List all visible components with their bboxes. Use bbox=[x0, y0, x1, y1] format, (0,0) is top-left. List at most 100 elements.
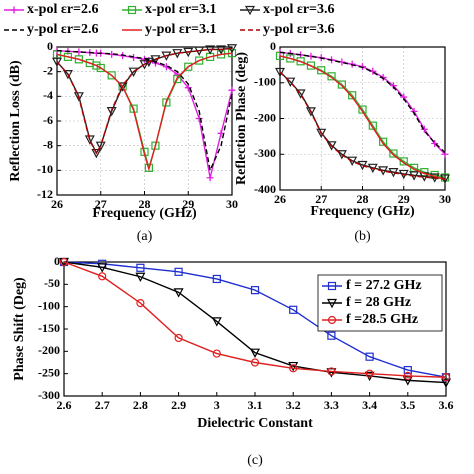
series-line bbox=[279, 51, 446, 153]
legend-label: f = 27.2 GHz bbox=[346, 278, 422, 293]
x-tick-label: 28 bbox=[357, 192, 369, 206]
y-tick-label: -300 bbox=[38, 388, 60, 402]
marker bbox=[403, 365, 412, 375]
x-tick-label: 27 bbox=[315, 192, 327, 206]
marker bbox=[211, 317, 222, 327]
y-tick-label: -300 bbox=[254, 146, 276, 160]
plot-frame bbox=[63, 261, 447, 397]
marker bbox=[96, 63, 105, 73]
marker bbox=[174, 267, 183, 276]
x-tick-label: 3.3 bbox=[324, 398, 339, 412]
marker bbox=[388, 168, 399, 178]
marker bbox=[295, 89, 306, 99]
series-line bbox=[56, 47, 233, 155]
marker bbox=[289, 364, 298, 373]
x-tick-label: 30 bbox=[439, 192, 451, 206]
marker bbox=[136, 298, 145, 308]
legend-marker bbox=[245, 5, 255, 16]
y-tick-label: -4 bbox=[43, 88, 53, 102]
legend-label: x-pol εr=3.6 bbox=[263, 2, 335, 17]
x-tick-label: 29 bbox=[398, 192, 410, 206]
y-tick-label: 0 bbox=[47, 39, 53, 53]
x-axis-label: Frequency (GHz) bbox=[92, 206, 197, 221]
series-line bbox=[63, 261, 447, 378]
marker bbox=[358, 105, 367, 114]
marker bbox=[327, 331, 336, 340]
marker bbox=[195, 115, 203, 123]
series-line bbox=[56, 50, 233, 173]
marker bbox=[357, 160, 368, 171]
marker bbox=[106, 107, 117, 117]
marker bbox=[173, 74, 182, 84]
marker bbox=[420, 125, 428, 133]
x-tick-label: 2.7 bbox=[95, 398, 110, 412]
marker bbox=[73, 92, 84, 102]
marker bbox=[74, 55, 83, 64]
x-tick-label: 3 bbox=[214, 398, 220, 412]
marker bbox=[305, 107, 316, 117]
y-tick-label: -12 bbox=[37, 187, 53, 201]
marker bbox=[98, 272, 107, 281]
y-tick-label: -50 bbox=[44, 276, 60, 290]
marker bbox=[365, 369, 374, 378]
x-tick-label: 3.2 bbox=[286, 398, 301, 412]
marker bbox=[228, 86, 236, 94]
marker bbox=[91, 148, 102, 159]
y-tick-label: 0 bbox=[54, 254, 60, 268]
marker bbox=[286, 54, 295, 63]
x-tick-label: 3.1 bbox=[248, 398, 263, 412]
legend-marker bbox=[327, 315, 337, 325]
marker bbox=[136, 263, 145, 272]
x-tick-label: 26 bbox=[274, 192, 286, 206]
y-tick-label: -250 bbox=[38, 365, 60, 379]
marker bbox=[317, 66, 326, 75]
marker bbox=[296, 57, 305, 66]
marker bbox=[206, 174, 214, 182]
x-tick-label: 3.6 bbox=[439, 398, 454, 412]
marker bbox=[212, 274, 221, 284]
marker bbox=[365, 352, 374, 361]
y-tick-label: -200 bbox=[38, 343, 60, 357]
marker bbox=[389, 149, 398, 158]
series-line bbox=[63, 261, 447, 378]
legend-label: x-pol εr=2.6 bbox=[27, 2, 99, 17]
y-tick-label: -100 bbox=[38, 298, 60, 312]
legend-label: y-pol εr=3.1 bbox=[145, 22, 217, 37]
series-line bbox=[56, 52, 233, 172]
x-tick-label: 26 bbox=[51, 197, 63, 211]
x-tick-label: 3.5 bbox=[400, 398, 415, 412]
marker bbox=[441, 373, 451, 382]
marker bbox=[306, 61, 316, 70]
marker bbox=[403, 371, 412, 380]
series-line bbox=[279, 55, 446, 180]
y-tick-label: 0 bbox=[270, 39, 276, 53]
marker bbox=[288, 361, 299, 372]
marker bbox=[440, 173, 450, 182]
marker bbox=[52, 57, 62, 68]
marker bbox=[399, 157, 408, 166]
marker bbox=[441, 378, 451, 388]
marker bbox=[250, 358, 260, 367]
y-tick-label: -100 bbox=[254, 75, 276, 89]
x-tick-label: 27 bbox=[95, 197, 107, 211]
marker bbox=[212, 349, 221, 358]
x-tick-label: 2.8 bbox=[133, 398, 148, 412]
marker bbox=[289, 305, 298, 314]
y-tick-label: -10 bbox=[37, 162, 53, 176]
x-tick-label: 2.9 bbox=[171, 398, 186, 412]
marker bbox=[150, 55, 161, 65]
legend-label: y-pol εr=2.6 bbox=[27, 22, 99, 37]
marker bbox=[431, 140, 439, 148]
y-tick-label: -8 bbox=[43, 137, 53, 151]
legend-marker bbox=[327, 298, 337, 309]
marker bbox=[184, 84, 192, 92]
marker bbox=[162, 98, 171, 107]
series-line bbox=[63, 261, 447, 384]
x-tick-label: 2.6 bbox=[57, 398, 72, 412]
y-tick-label: -200 bbox=[254, 110, 276, 124]
marker bbox=[135, 272, 146, 283]
marker bbox=[184, 62, 193, 71]
y-tick-label: -150 bbox=[38, 321, 60, 335]
legend-label: x-pol εr=3.1 bbox=[145, 2, 217, 17]
